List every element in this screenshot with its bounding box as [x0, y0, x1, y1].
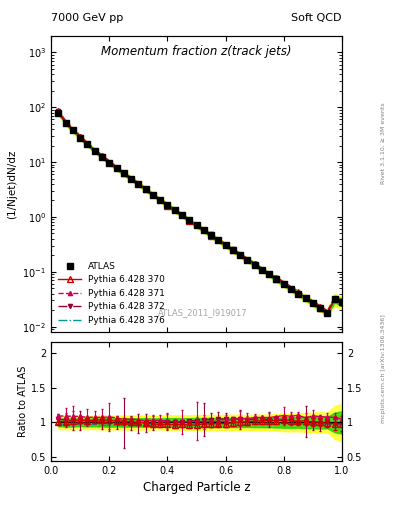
- Text: Momentum fraction z(track jets): Momentum fraction z(track jets): [101, 45, 292, 58]
- Y-axis label: Ratio to ATLAS: Ratio to ATLAS: [18, 366, 28, 437]
- Y-axis label: (1/Njet)dN/dz: (1/Njet)dN/dz: [7, 149, 17, 219]
- X-axis label: Charged Particle z: Charged Particle z: [143, 481, 250, 494]
- Legend: ATLAS, Pythia 6.428 370, Pythia 6.428 371, Pythia 6.428 372, Pythia 6.428 376: ATLAS, Pythia 6.428 370, Pythia 6.428 37…: [55, 259, 168, 328]
- Text: mcplots.cern.ch [arXiv:1306.3436]: mcplots.cern.ch [arXiv:1306.3436]: [381, 314, 386, 423]
- Text: 7000 GeV pp: 7000 GeV pp: [51, 13, 123, 23]
- Text: Soft QCD: Soft QCD: [292, 13, 342, 23]
- Text: ATLAS_2011_I919017: ATLAS_2011_I919017: [158, 308, 247, 317]
- Text: Rivet 3.1.10, ≥ 3M events: Rivet 3.1.10, ≥ 3M events: [381, 102, 386, 184]
